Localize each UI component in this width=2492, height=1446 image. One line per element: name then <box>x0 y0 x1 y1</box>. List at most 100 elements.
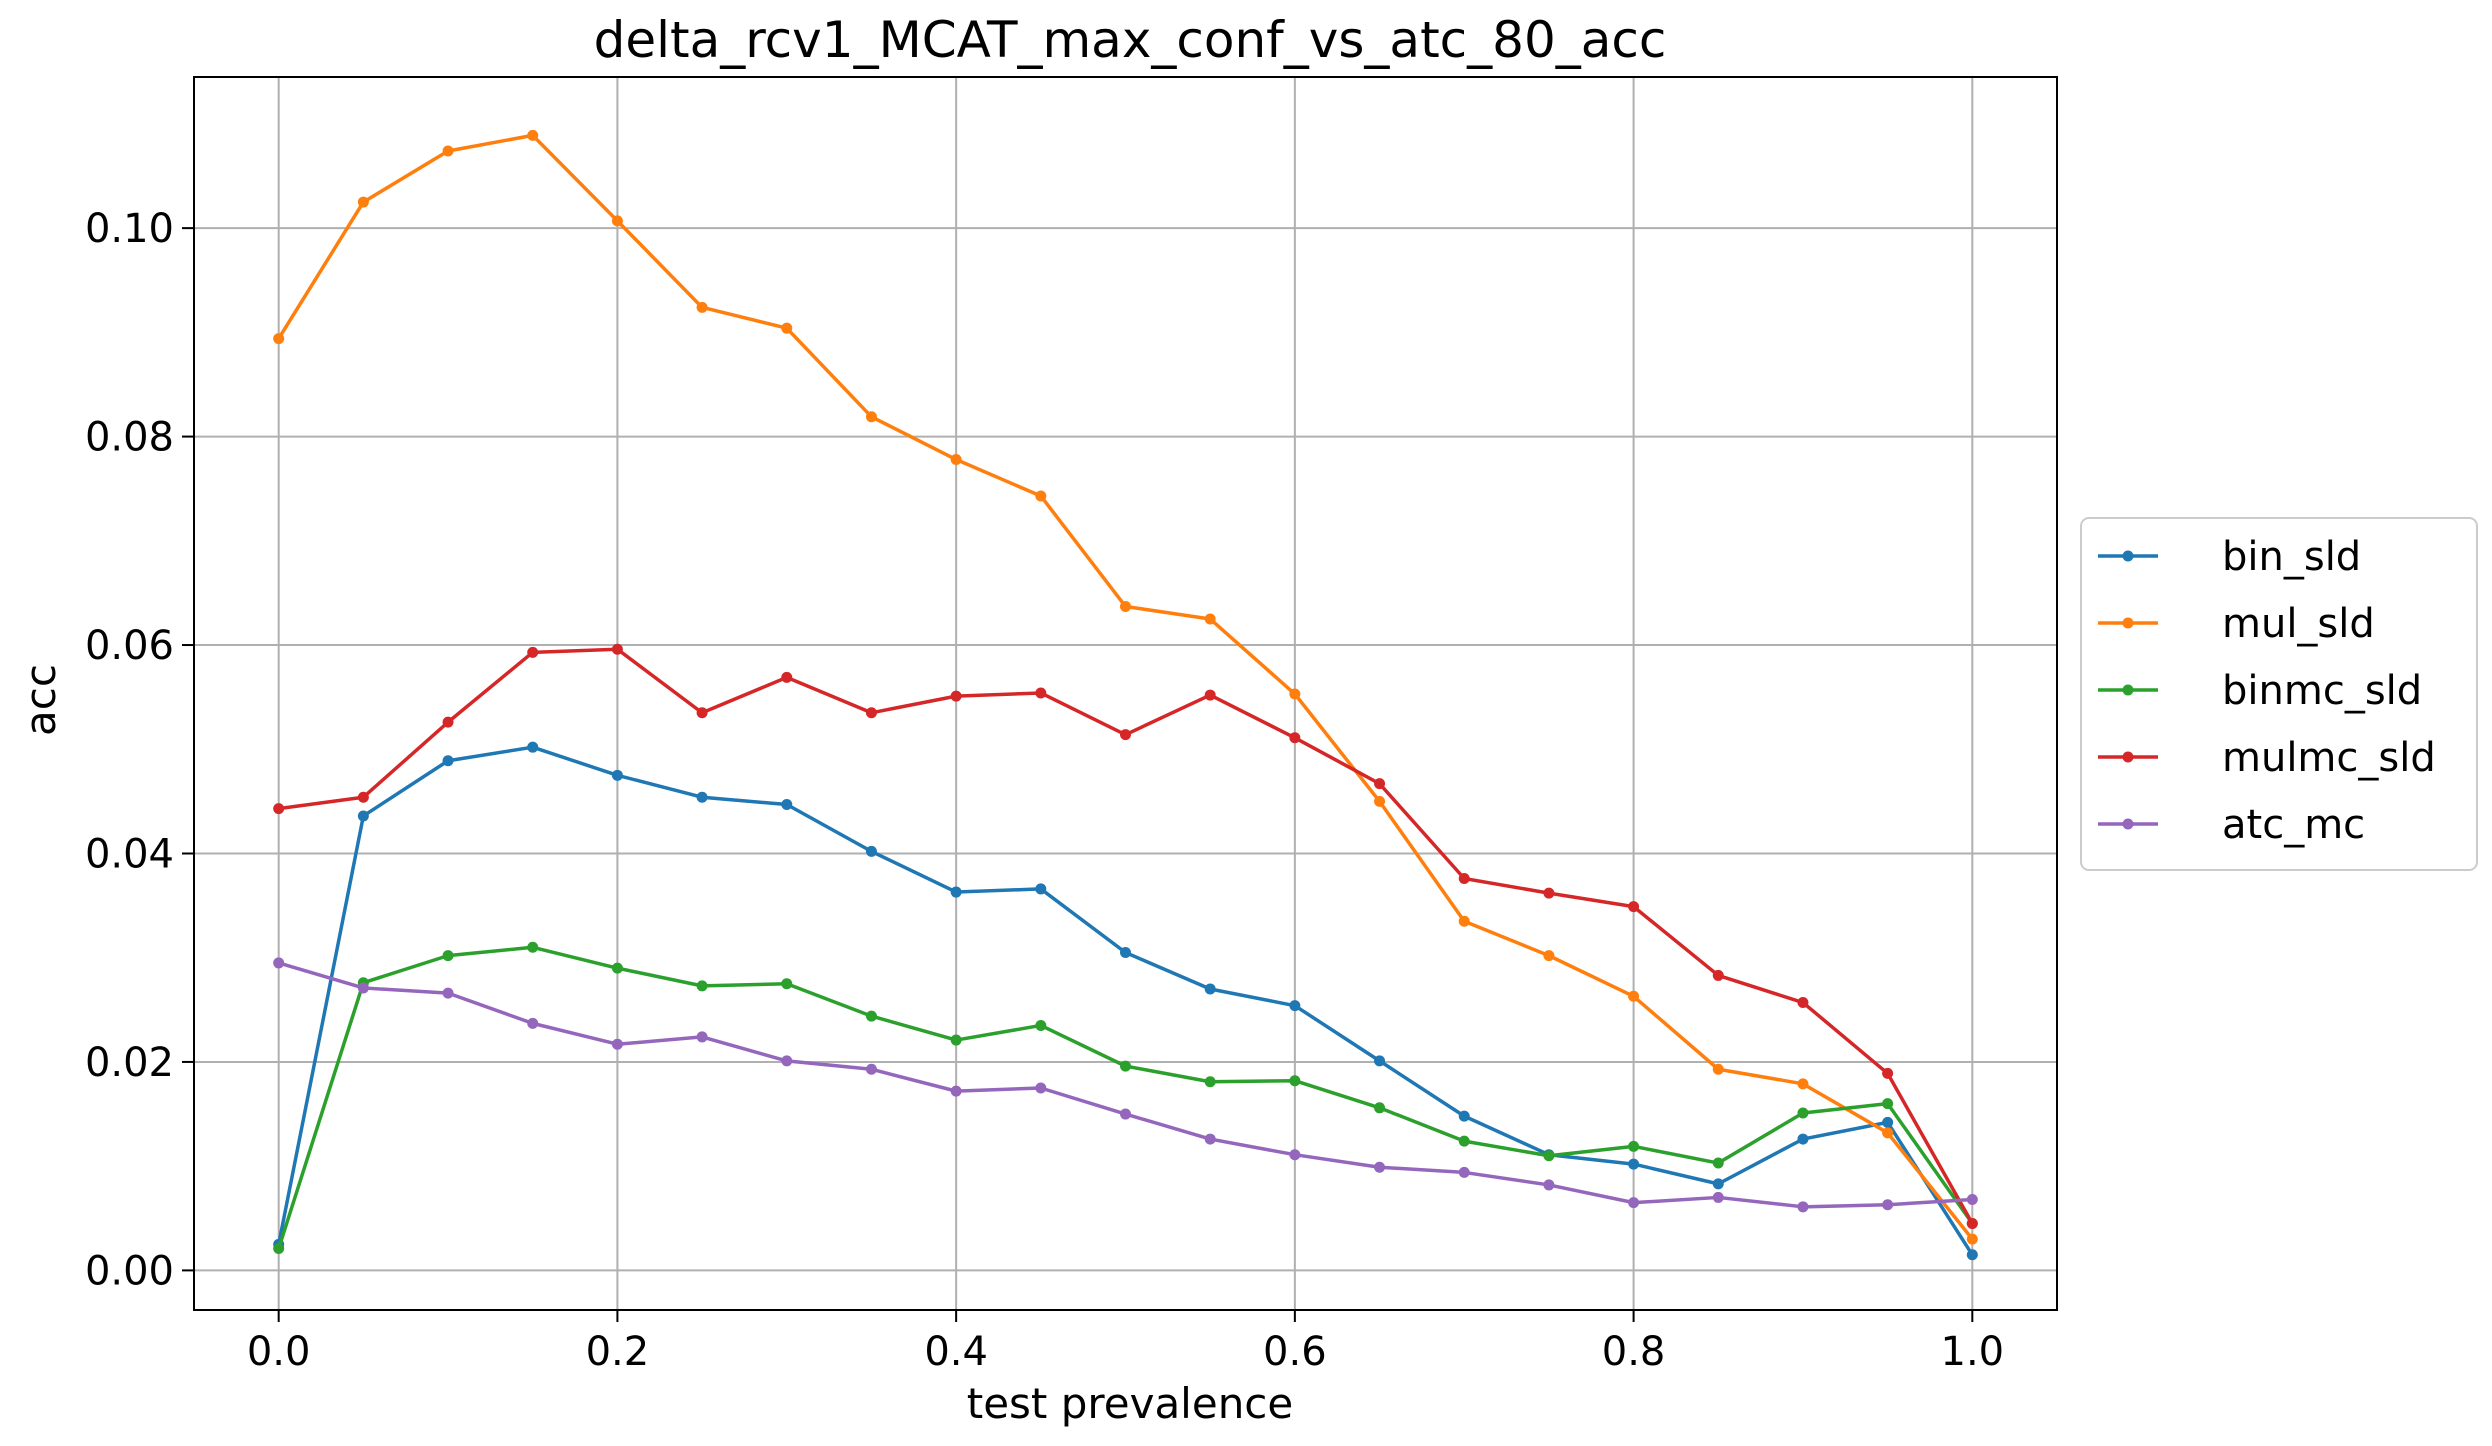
legend-box <box>2080 517 2478 871</box>
data-point <box>1204 1076 1216 1088</box>
data-point <box>273 957 285 969</box>
data-point <box>1882 1127 1894 1139</box>
x-tick-label: 1.0 <box>1941 1329 2005 1375</box>
data-point <box>1204 983 1216 995</box>
data-point <box>1966 1249 1978 1261</box>
x-tick-label: 0.6 <box>1263 1329 1327 1375</box>
data-point <box>527 941 539 953</box>
legend-label: mulmc_sld <box>2222 735 2436 781</box>
data-point <box>1458 915 1470 927</box>
series-lines <box>273 129 1978 1261</box>
data-point <box>1797 1078 1809 1090</box>
data-point <box>1289 1075 1301 1087</box>
data-point <box>696 301 708 313</box>
legend-label: atc_mc <box>2222 802 2365 848</box>
data-point <box>1204 689 1216 701</box>
chart-title: delta_rcv1_MCAT_max_conf_vs_atc_80_acc <box>594 11 1667 69</box>
data-point <box>527 1017 539 1029</box>
data-point <box>1543 1179 1555 1191</box>
data-point <box>1035 1019 1047 1031</box>
legend: bin_sld mul_sld binmc_sld mulmc_sld atc_mc <box>2080 517 2478 871</box>
data-point <box>357 791 369 803</box>
data-point <box>1628 901 1640 913</box>
data-point <box>1543 1150 1555 1162</box>
data-point <box>865 845 877 857</box>
data-point <box>273 1243 285 1255</box>
data-point <box>1458 873 1470 885</box>
data-point <box>1458 1135 1470 1147</box>
data-point <box>950 1085 962 1097</box>
data-point <box>781 322 793 334</box>
data-point <box>781 799 793 811</box>
data-point <box>1712 1191 1724 1203</box>
legend-swatch-marker <box>2122 684 2134 696</box>
data-point <box>1204 613 1216 625</box>
data-point <box>1035 883 1047 895</box>
data-point <box>1289 1149 1301 1161</box>
data-point <box>1120 1108 1131 1120</box>
y-tick-label: 0.08 <box>85 415 174 461</box>
data-point <box>273 333 285 345</box>
y-tick-label: 0.10 <box>85 206 174 252</box>
data-point <box>611 643 623 655</box>
x-tick-label: 0.2 <box>586 1329 650 1375</box>
y-tick-label: 0.04 <box>85 831 174 877</box>
series-mul-sld <box>273 129 1978 1245</box>
data-point <box>357 810 369 822</box>
data-point <box>950 454 962 466</box>
data-point <box>611 962 623 974</box>
data-point <box>1120 1060 1131 1072</box>
data-point <box>1035 687 1047 699</box>
data-point <box>1374 795 1386 807</box>
data-point <box>696 707 708 719</box>
series-mulmc-sld <box>273 643 1978 1229</box>
data-point <box>865 1063 877 1075</box>
data-point <box>611 1038 623 1050</box>
legend-swatch-marker <box>2122 550 2134 562</box>
data-point <box>273 803 285 815</box>
series-bin-sld <box>273 741 1978 1261</box>
y-tick-label: 0.00 <box>85 1248 174 1294</box>
data-point <box>1797 1201 1809 1213</box>
data-point <box>1374 1161 1386 1173</box>
legend-item: mulmc_sld <box>2098 735 2436 781</box>
data-point <box>950 1034 962 1046</box>
legend-item: bin_sld <box>2098 534 2361 580</box>
series-atc-mc <box>273 957 1978 1213</box>
data-point <box>527 741 539 753</box>
data-point <box>950 886 962 898</box>
data-point <box>442 950 454 962</box>
data-point <box>442 987 454 999</box>
data-point <box>1882 1199 1894 1211</box>
data-point <box>1712 1063 1724 1075</box>
data-point <box>696 791 708 803</box>
legend-item: mul_sld <box>2098 601 2375 647</box>
data-point <box>527 129 539 141</box>
data-point <box>357 982 369 994</box>
data-point <box>865 411 877 423</box>
data-point <box>1204 1133 1216 1145</box>
data-point <box>357 196 369 208</box>
data-point <box>611 769 623 781</box>
data-point <box>1120 729 1131 741</box>
data-point <box>1120 600 1131 612</box>
data-point <box>1712 1178 1724 1190</box>
y-tick-label: 0.06 <box>85 623 174 669</box>
data-point <box>1289 732 1301 744</box>
data-point <box>1628 1197 1640 1209</box>
data-point <box>1628 990 1640 1002</box>
data-point <box>1966 1194 1978 1206</box>
x-tick-label: 0.0 <box>247 1329 311 1375</box>
data-point <box>1374 1055 1386 1067</box>
x-axis-label: test prevalence <box>967 1379 1294 1428</box>
data-point <box>1374 1102 1386 1114</box>
data-point <box>1035 490 1047 502</box>
data-point <box>1797 997 1809 1009</box>
x-tick-label: 0.4 <box>924 1329 988 1375</box>
legend-swatch-marker <box>2122 751 2134 763</box>
x-tick-label: 0.8 <box>1602 1329 1666 1375</box>
data-point <box>696 980 708 992</box>
data-point <box>781 671 793 683</box>
